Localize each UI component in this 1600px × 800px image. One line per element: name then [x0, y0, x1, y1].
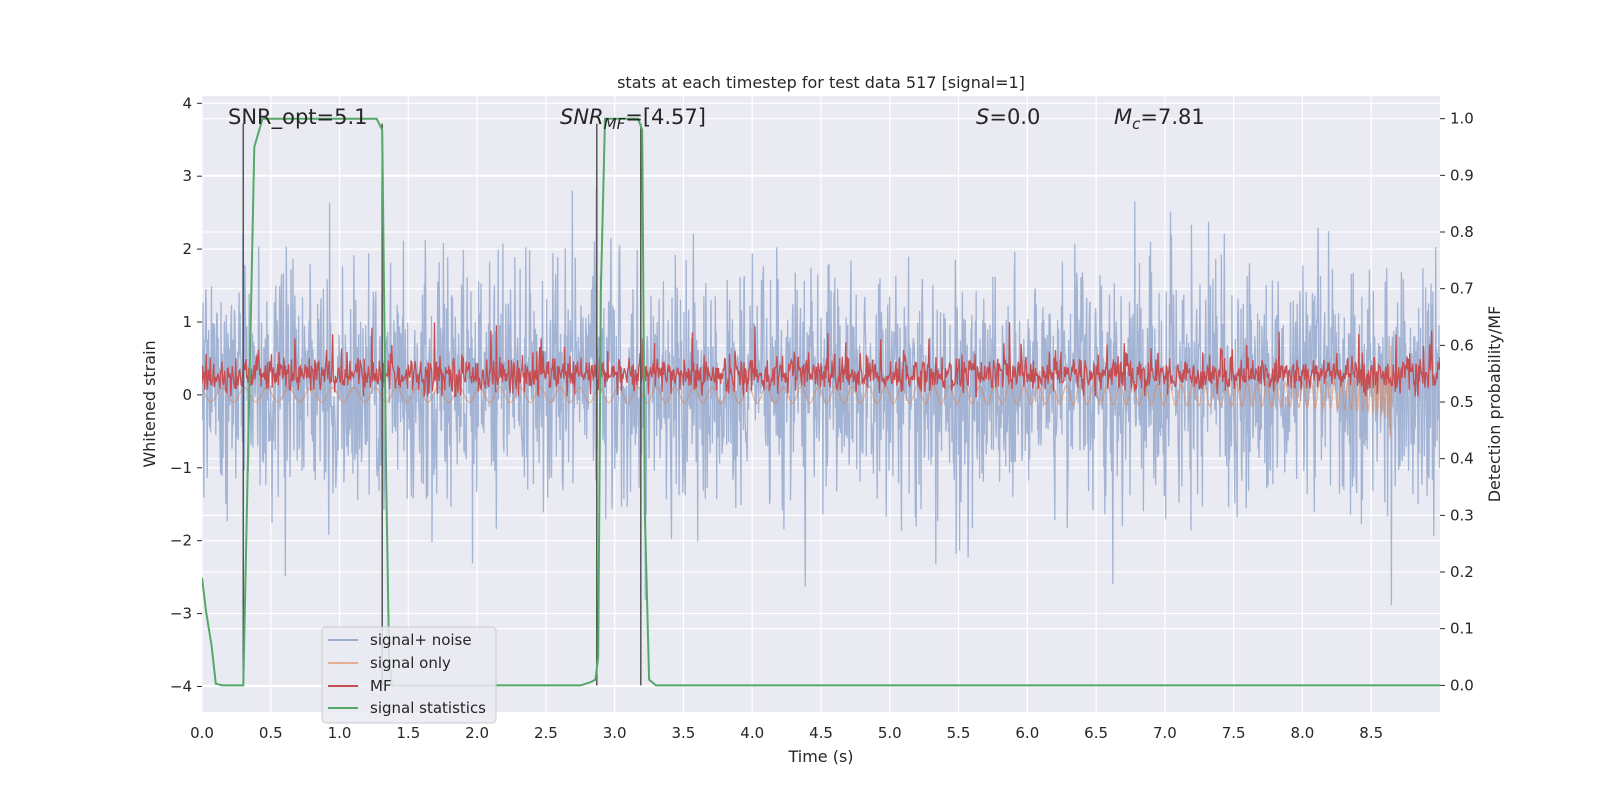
y2-tick-label: 0.9: [1450, 166, 1474, 184]
y2-tick-label: 0.6: [1450, 336, 1474, 354]
x-tick-label: 3.5: [672, 724, 696, 742]
x-tick-label: 2.0: [465, 724, 489, 742]
x-tick-label: 5.0: [878, 724, 902, 742]
y2-tick-label: 0.5: [1450, 393, 1474, 411]
annotation-s-value: =0.0: [989, 105, 1040, 129]
y-tick-label: −4: [170, 677, 192, 695]
x-tick-label: 7.5: [1222, 724, 1246, 742]
x-axis-title: Time (s): [787, 747, 853, 766]
legend-label-signal-only: signal only: [370, 654, 451, 672]
legend-label-signal-statistics: signal statistics: [370, 699, 486, 717]
legend: signal+ noise signal only MF signal stat…: [321, 626, 497, 724]
y-tick-label: −1: [170, 459, 192, 477]
y2-axis-title: Detection probability/MF: [1485, 306, 1504, 503]
y2-tick-label: 0.1: [1450, 620, 1474, 638]
x-tick-label: 0.5: [259, 724, 283, 742]
annotation-snr-opt: SNR_opt=5.1: [228, 105, 368, 130]
series-layer: [202, 117, 1440, 687]
annotation-snr-mf-symbol: SNR: [560, 105, 604, 129]
series-signal-statistics: [202, 117, 1440, 687]
series-signal-noise: [202, 187, 1440, 606]
annotation-mc: Mc=7.81: [1114, 105, 1205, 133]
x-tick-label: 7.0: [1153, 724, 1177, 742]
x-tick-label: 4.5: [809, 724, 833, 742]
y-tick-label: 2: [182, 240, 192, 258]
y2-axis-ticks: 0.0 0.1 0.2 0.3 0.4 0.5 0.6 0.7 0.8 0.9 1.0: [1440, 110, 1474, 694]
y2-tick-label: 0.3: [1450, 506, 1474, 524]
y2-tick-label: 0.8: [1450, 223, 1474, 241]
legend-label-mf: MF: [370, 677, 392, 695]
annotation-snr-mf-subscript: MF: [604, 115, 626, 133]
annotation-s-symbol: S: [976, 105, 989, 129]
legend-box: [321, 626, 497, 724]
series-mf: [202, 322, 1440, 398]
x-tick-label: 3.0: [603, 724, 627, 742]
annotation-mc-value: =7.81: [1140, 105, 1204, 129]
y-axis-title: Whitened strain: [140, 340, 159, 467]
y-tick-label: 1: [182, 313, 192, 331]
y2-tick-label: 1.0: [1450, 110, 1474, 128]
chart-title: stats at each timestep for test data 517…: [617, 73, 1025, 92]
annotation-s: S=0.0: [976, 105, 1040, 129]
y-tick-label: −3: [170, 605, 192, 623]
y-tick-label: 0: [182, 386, 192, 404]
annotation-mc-symbol: M: [1114, 105, 1132, 129]
annotation-snr-mf-value: =[4.57]: [625, 105, 706, 129]
y2-tick-label: 0.2: [1450, 563, 1474, 581]
x-axis-ticks: 0.0 0.5 1.0 1.5 2.0 2.5 3.0 3.5 4.0 4.5 5.0 5.5 6.0 6…: [190, 724, 1383, 742]
x-tick-label: 6.5: [1084, 724, 1108, 742]
x-tick-label: 5.5: [947, 724, 971, 742]
y2-tick-label: 0.4: [1450, 450, 1474, 468]
y-tick-label: 4: [182, 94, 192, 112]
x-tick-label: 8.0: [1291, 724, 1315, 742]
x-tick-label: 0.0: [190, 724, 214, 742]
series-signal-only: [202, 345, 1393, 438]
y-axis-ticks: −4 −3 −2 −1 0 1 2 3 4: [170, 94, 202, 695]
x-tick-label: 8.5: [1359, 724, 1383, 742]
x-tick-label: 2.5: [534, 724, 558, 742]
x-tick-label: 6.0: [1015, 724, 1039, 742]
x-tick-label: 1.0: [328, 724, 352, 742]
x-tick-label: 1.5: [396, 724, 420, 742]
y2-tick-label: 0.7: [1450, 280, 1474, 298]
annotation-mc-subscript: c: [1132, 115, 1141, 133]
y-tick-label: 3: [182, 167, 192, 185]
annotation-snr-mf: SNRMF=[4.57]: [560, 105, 706, 133]
legend-label-signal-noise: signal+ noise: [370, 631, 472, 649]
x-tick-label: 4.0: [740, 724, 764, 742]
y2-tick-label: 0.0: [1450, 676, 1474, 694]
y-tick-label: −2: [170, 532, 192, 550]
